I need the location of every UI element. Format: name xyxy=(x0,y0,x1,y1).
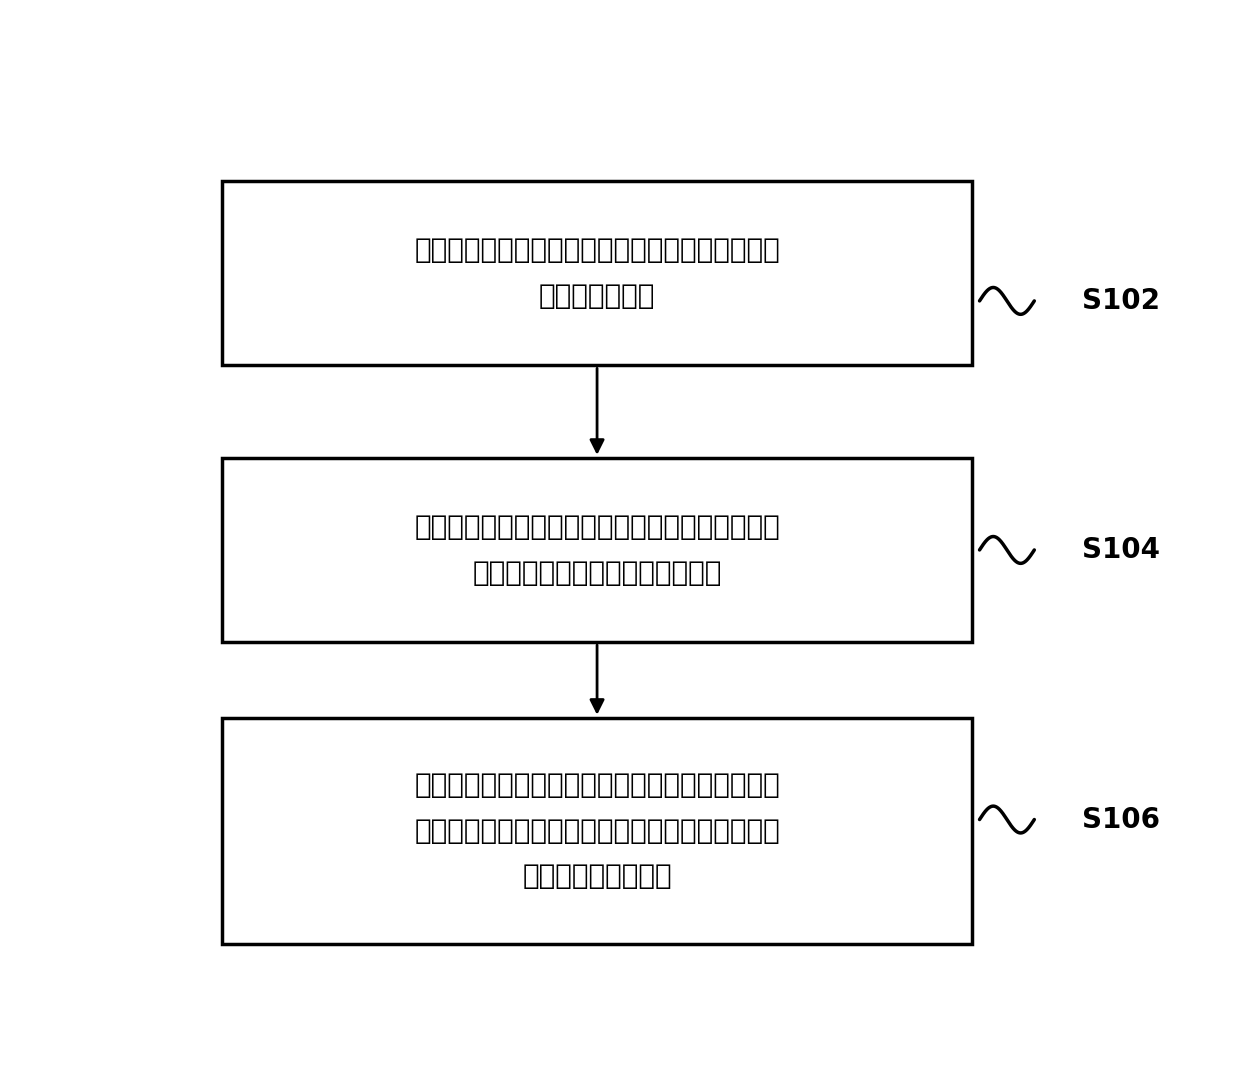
Text: S102: S102 xyxy=(1083,286,1161,315)
Bar xyxy=(222,457,972,643)
Text: S106: S106 xyxy=(1083,806,1161,833)
Text: 调用至少两个并发的线程，根据预设规则分配多个
同步任务至至少两个并发的线程中: 调用至少两个并发的线程，根据预设规则分配多个 同步任务至至少两个并发的线程中 xyxy=(414,513,780,587)
Text: 从主数据库获取待同步数据，并根据待同步数据生
成多个同步任务: 从主数据库获取待同步数据，并根据待同步数据生 成多个同步任务 xyxy=(414,236,780,310)
Bar xyxy=(222,181,972,366)
Text: 利用至少两个并发的线程，发送多个同步任务至从
数据库，以供从数据库根据多个同步任务实现与主
数据库间的数据同步: 利用至少两个并发的线程，发送多个同步任务至从 数据库，以供从数据库根据多个同步任… xyxy=(414,771,780,891)
Text: S104: S104 xyxy=(1083,536,1161,564)
Bar xyxy=(222,718,972,944)
